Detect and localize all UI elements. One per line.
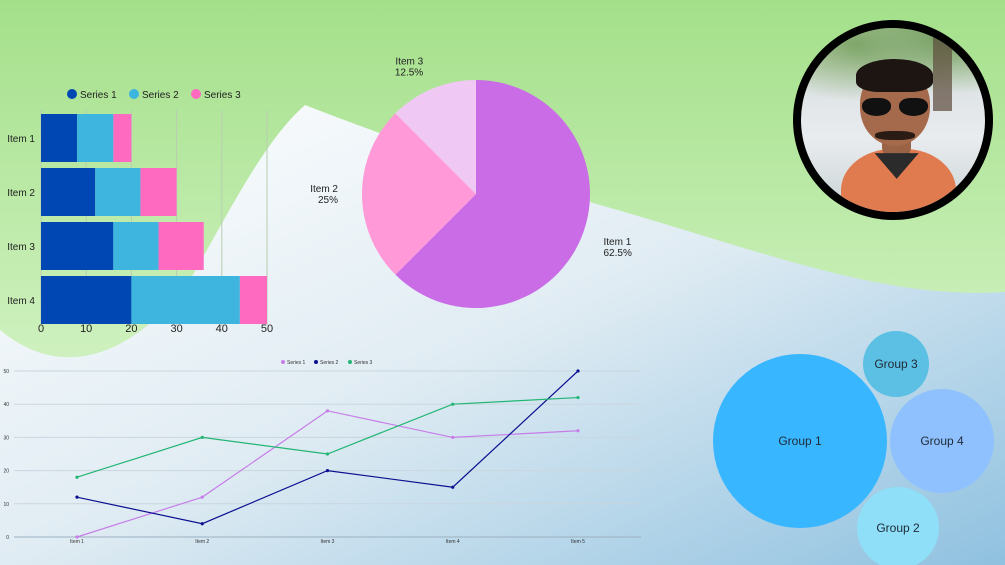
pie-slice-label: Item 1 <box>603 237 631 248</box>
line-x-tick-label: Item 4 <box>446 539 460 545</box>
bar-segment <box>77 114 114 162</box>
pie-slice <box>395 80 476 194</box>
pie-slice <box>395 80 590 308</box>
line-data-point <box>200 522 204 526</box>
bar-segment <box>140 168 177 216</box>
bar-segment <box>239 276 267 324</box>
legend-swatch <box>348 360 352 364</box>
legend-swatch <box>281 360 285 364</box>
line-data-point <box>75 475 79 479</box>
line-data-point <box>451 485 455 489</box>
line-x-tick-label: Item 2 <box>195 539 209 545</box>
line-chart: 0 10 20 30 40 50 Item 1 Item 2 Item 3 Item 4 Item … <box>3 360 641 545</box>
pie-slice-value: 62.5% <box>603 248 631 259</box>
bar-x-tick-label: 0 <box>38 323 44 335</box>
line-data-point <box>200 495 204 499</box>
pie-slice-label: Item 3 <box>395 57 423 68</box>
line-data-point <box>325 452 330 456</box>
person-portrait-photo <box>801 28 985 212</box>
legend-label: Series 2 <box>142 90 179 101</box>
bar-segment <box>41 168 96 216</box>
bar-segment <box>95 168 141 216</box>
bubble-label: Group 3 <box>874 357 918 371</box>
bar-x-tick-label: 30 <box>170 323 182 335</box>
legend-swatch <box>191 89 201 99</box>
bar-segment <box>158 222 204 270</box>
stacked-bar-chart: Item 1 Item 2 Item 3 Item 4 0 10 20 30 40 50 Ser… <box>7 89 273 335</box>
line-data-point <box>576 395 580 400</box>
bar-category-label: Item 1 <box>7 134 35 145</box>
pie-slice-label: Item 2 <box>310 184 338 195</box>
line-data-point <box>75 535 79 539</box>
legend-label: Series 3 <box>204 90 241 101</box>
bubble <box>890 389 994 493</box>
bar-category-label: Item 3 <box>7 242 35 253</box>
bar-category-label: Item 2 <box>7 188 35 199</box>
profile-photo-frame <box>793 20 993 220</box>
line-y-tick-label: 40 <box>3 402 9 408</box>
line-data-point <box>200 435 204 439</box>
bar-category-label: Item 4 <box>7 296 35 307</box>
line-data-point <box>325 409 330 413</box>
line-data-point <box>75 495 79 499</box>
bubble-label: Group 1 <box>778 434 822 448</box>
pie-slice <box>362 113 476 275</box>
bar-segment <box>41 222 114 270</box>
pie-slice-value: 25% <box>318 195 338 206</box>
line-y-tick-label: 30 <box>3 435 9 441</box>
line-data-point <box>576 369 580 373</box>
legend-label: Series 1 <box>80 90 117 101</box>
bar-segment <box>41 276 132 324</box>
bubble-label: Group 4 <box>920 434 964 448</box>
legend-swatch <box>314 360 318 364</box>
line-data-point <box>451 402 455 406</box>
legend-swatch <box>67 89 77 99</box>
legend-label: Series 1 <box>287 360 306 366</box>
legend-label: Series 2 <box>320 360 339 366</box>
pie-slice-value: 12.5% <box>395 68 423 79</box>
line-y-tick-label: 20 <box>3 469 9 475</box>
bar-segment <box>113 114 132 162</box>
bar-x-tick-label: 10 <box>80 323 92 335</box>
bubble-chart: Group 1 Group 2 Group 3 Group 4 <box>713 331 994 565</box>
line-y-tick-label: 50 <box>3 369 9 375</box>
bar-segment <box>113 222 159 270</box>
bar-x-tick-label: 40 <box>216 323 228 335</box>
bar-x-tick-label: 50 <box>261 323 273 335</box>
bar-segment <box>41 114 78 162</box>
legend-swatch <box>129 89 139 99</box>
bubble-label: Group 2 <box>876 521 920 535</box>
bar-segment <box>131 276 240 324</box>
bar-x-tick-label: 20 <box>125 323 137 335</box>
bubble <box>713 354 887 528</box>
line-data-point <box>576 429 580 433</box>
line-x-tick-label: Item 1 <box>70 539 84 545</box>
bubble <box>857 487 939 565</box>
line-y-tick-label: 0 <box>6 535 9 541</box>
line-x-tick-label: Item 3 <box>321 539 335 545</box>
bubble <box>863 331 929 397</box>
line-y-tick-label: 10 <box>3 502 9 508</box>
legend-label: Series 3 <box>354 360 373 366</box>
line-data-point <box>325 469 330 473</box>
line-data-point <box>451 435 455 439</box>
pie-chart: Item 162.5% Item 225% Item 312.5% <box>310 57 632 308</box>
line-x-tick-label: Item 5 <box>571 539 585 545</box>
